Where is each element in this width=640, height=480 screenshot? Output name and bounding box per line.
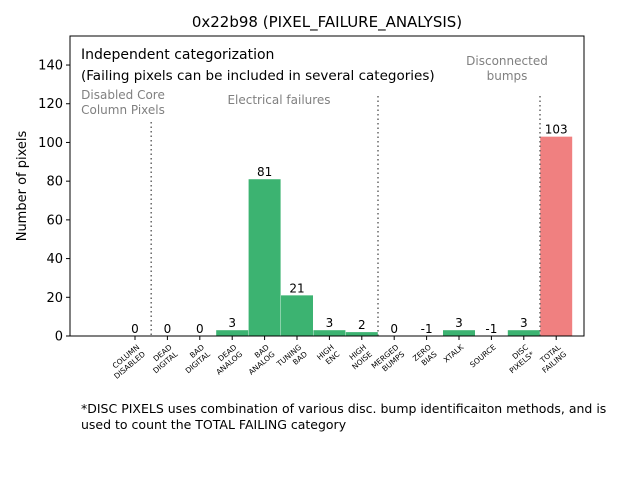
y-tick-label: 100 xyxy=(38,136,63,151)
bar xyxy=(281,295,313,336)
y-tick-label: 20 xyxy=(46,291,63,306)
x-tick-label: ZEROBIAS xyxy=(411,342,439,369)
x-tick-label: SOURCE xyxy=(468,342,498,369)
bar xyxy=(507,330,540,336)
bar-value-label: -1 xyxy=(485,322,497,336)
chart-title: 0x22b98 (PIXEL_FAILURE_ANALYSIS) xyxy=(192,13,462,32)
bar xyxy=(540,136,573,336)
bar xyxy=(216,330,249,336)
x-tick-label: BADDIGITAL xyxy=(178,342,213,375)
x-tick-label: XTALK xyxy=(442,342,466,365)
x-axis-ticks: COLUMNDISABLED DEADDIGITAL BADDIGITAL DEADA… xyxy=(106,336,569,381)
bar-value-label: 3 xyxy=(326,316,334,330)
value-labels-layer: 0 0 0 3 81 21 3 2 0 -1 3 -1 3 103 xyxy=(131,123,567,336)
bars-layer xyxy=(216,136,573,336)
x-tick-label: DEADDIGITAL xyxy=(145,342,180,375)
bar xyxy=(248,179,281,336)
x-tick-label: DISCPIXELS* xyxy=(502,342,536,375)
bar-value-label: 0 xyxy=(131,322,139,336)
bar-value-label: 3 xyxy=(520,316,528,330)
bar xyxy=(313,330,346,336)
group-label-electrical: Electrical failures xyxy=(227,93,330,107)
y-tick-label: 140 xyxy=(38,59,63,74)
plot-frame xyxy=(69,35,585,337)
bar-value-label: 81 xyxy=(257,165,272,179)
bar-value-label: 2 xyxy=(358,318,366,332)
footnote: *DISC PIXELS uses combination of various… xyxy=(81,401,607,432)
y-tick-label: 120 xyxy=(38,97,63,112)
info-line-1: Independent categorization xyxy=(81,47,274,63)
bar-value-label: 21 xyxy=(289,281,304,295)
group-label-core-line-1: Disabled Core xyxy=(81,88,165,102)
x-tick-label: COLUMNDISABLED xyxy=(106,342,147,380)
y-tick-label: 0 xyxy=(55,330,63,345)
y-tick-label: 60 xyxy=(46,213,63,228)
x-tick-label: HIGHNOISE xyxy=(345,342,375,371)
y-tick-label: 40 xyxy=(46,252,63,267)
x-tick-label: TUNINGBAD xyxy=(274,343,309,376)
bar xyxy=(443,330,475,336)
bar-value-label: -1 xyxy=(421,322,433,336)
bar-value-label: 0 xyxy=(196,322,204,336)
y-axis-label: Number of pixels xyxy=(15,130,30,241)
x-tick-label: BADANALOG xyxy=(241,343,277,377)
x-tick-label: MERGEDBUMPS xyxy=(370,342,407,377)
bar-value-label: 0 xyxy=(390,322,398,336)
group-label-bumps-line-2: bumps xyxy=(487,69,528,83)
y-tick-label: 80 xyxy=(46,175,63,190)
bar-value-label: 0 xyxy=(164,322,172,336)
bar xyxy=(345,332,378,336)
x-tick-label: HIGHENC xyxy=(315,343,341,369)
info-line-2: (Failing pixels can be included in sever… xyxy=(81,68,435,84)
bar-value-label: 103 xyxy=(545,123,568,137)
bar-value-label: 3 xyxy=(228,316,236,330)
separators-layer xyxy=(150,96,541,336)
bar-value-label: 3 xyxy=(455,316,463,330)
x-tick-label: DEADANALOG xyxy=(209,342,245,376)
group-label-core-line-2: Column Pixels xyxy=(81,103,165,117)
x-tick-label: TOTALFAILING xyxy=(535,342,569,375)
group-label-bumps-line-1: Disconnected xyxy=(466,54,548,68)
y-axis-ticks: 0 20 40 60 80 100 120 140 xyxy=(38,59,70,345)
